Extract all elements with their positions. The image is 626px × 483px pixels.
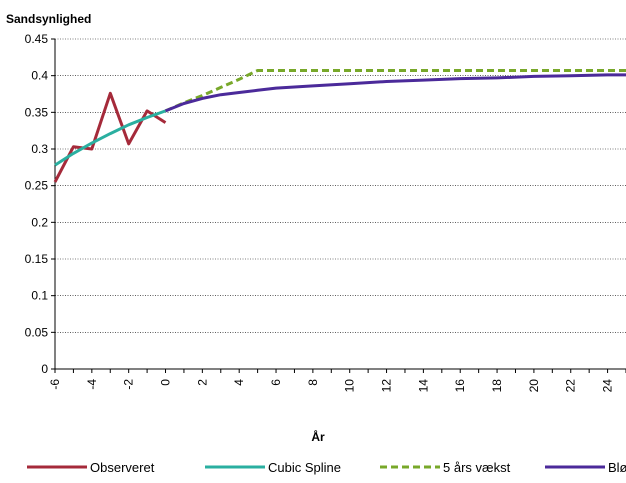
y-tick-label: 0.35: [25, 105, 49, 119]
series-line-observeret: [53, 91, 167, 183]
x-tick-label: 10: [343, 379, 357, 393]
x-tick-label: -2: [122, 379, 136, 390]
y-tick-label: 0.25: [25, 179, 49, 193]
x-tick-label: -6: [48, 379, 62, 390]
series-lines: [53, 69, 626, 183]
y-tick-label: 0.1: [31, 289, 48, 303]
legend-label: Observeret: [90, 460, 155, 475]
y-tick-label: 0.2: [31, 215, 48, 229]
x-tick-label: 22: [564, 379, 578, 393]
y-tick-label: 0.15: [25, 252, 49, 266]
x-tick-label: 16: [453, 379, 467, 393]
y-tick-label: 0.4: [31, 69, 48, 83]
x-tick-label: 24: [601, 379, 615, 393]
tick-labels: 0 0.05 0.1 0.15 0.2 0.25 0.3 0.35 0.4 0.45 -6 -4 -2 0…: [25, 32, 615, 392]
y-tick-label: 0.05: [25, 325, 49, 339]
x-tick-label: 18: [490, 379, 504, 393]
x-tick-label: 0: [159, 379, 173, 386]
x-axis-title: År: [311, 429, 325, 444]
x-tick-label: 8: [306, 379, 320, 386]
legend-label: Blød: [608, 460, 626, 475]
x-tick-label: 20: [527, 379, 541, 393]
legend-label: Cubic Spline: [268, 460, 341, 475]
legend-label: 5 års vækst: [443, 460, 511, 475]
y-tick-label: 0.3: [31, 142, 48, 156]
series-line-bl-d: [164, 73, 626, 113]
x-tick-label: 2: [195, 379, 209, 386]
x-tick-label: 6: [269, 379, 283, 386]
axes: [51, 38, 626, 373]
x-tick-label: 14: [416, 379, 430, 393]
x-tick-label: 4: [232, 379, 246, 386]
series-line-5-rs-v-kst: [164, 69, 626, 113]
x-tick-label: -4: [85, 379, 99, 390]
legend: Observeret Cubic Spline 5 års vækst Blød: [27, 460, 626, 475]
y-tick-label: 0: [41, 362, 48, 376]
y-tick-label: 0.45: [25, 32, 49, 46]
series-line-cubic-spline: [54, 109, 167, 167]
y-axis-title: Sandsynlighed: [6, 12, 91, 26]
x-tick-label: 12: [380, 379, 394, 393]
